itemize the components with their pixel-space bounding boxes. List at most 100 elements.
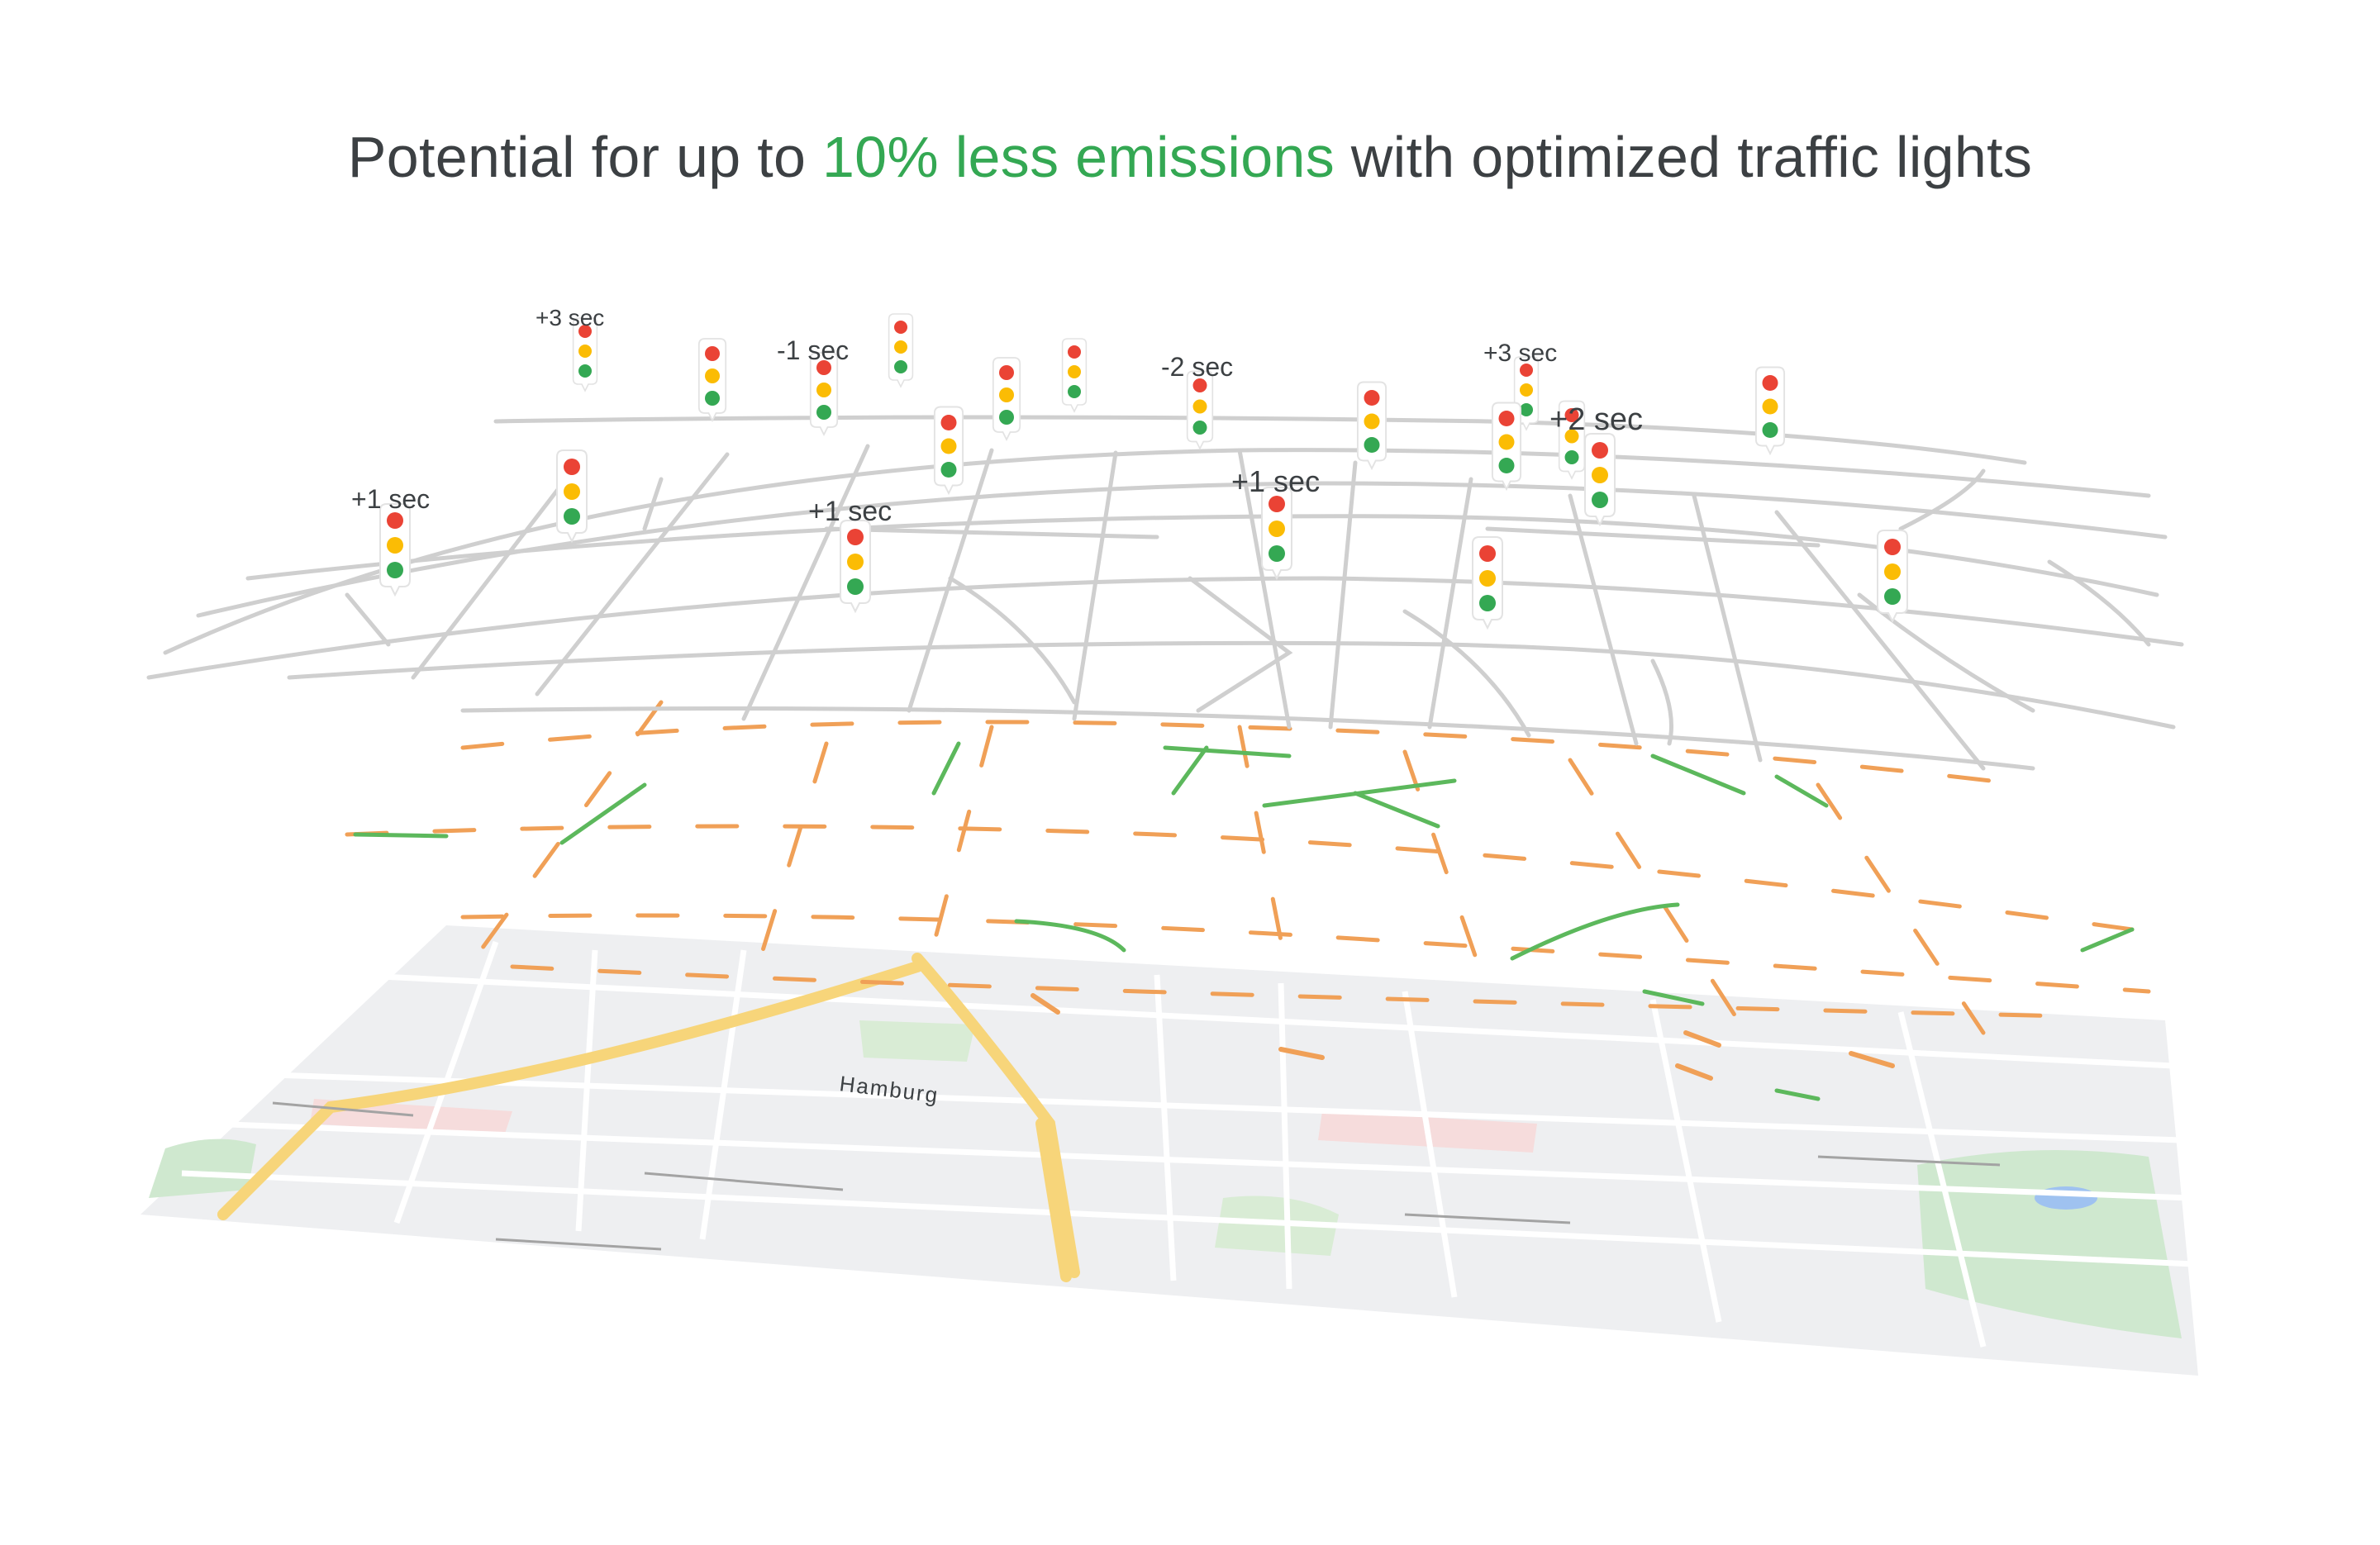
red-light [1498, 411, 1515, 426]
green-light [1192, 421, 1207, 435]
traffic-signals [379, 313, 1908, 630]
yellow-light [1192, 399, 1207, 414]
timing-label: +1 sec [351, 484, 430, 514]
red-light [999, 365, 1014, 380]
yellow-light [1068, 365, 1081, 378]
yellow-light [1269, 521, 1285, 537]
green-light [1762, 422, 1778, 438]
green-light [1364, 437, 1380, 453]
red-light [1068, 345, 1081, 359]
yellow-light [387, 537, 403, 554]
red-light [1884, 539, 1901, 555]
timing-label: +3 sec [1483, 340, 1557, 367]
traffic-light-icon [1513, 356, 1540, 431]
traffic-light-icon [1356, 381, 1388, 471]
traffic-light-icon [1491, 402, 1522, 492]
red-light [1192, 378, 1207, 392]
green-light [894, 360, 907, 373]
traffic-light-icon [809, 352, 839, 437]
green-light [578, 364, 592, 378]
yellow-light [1364, 413, 1380, 430]
red-light [1762, 375, 1778, 391]
road-network-layer [146, 415, 2184, 771]
yellow-light [1762, 398, 1778, 415]
traffic-light-icon [1558, 400, 1586, 480]
traffic-light-icon [379, 503, 411, 597]
traffic-light-icon [1472, 536, 1503, 630]
red-light [1564, 408, 1579, 422]
red-light [847, 529, 864, 545]
yellow-light [999, 387, 1014, 402]
green-light [1498, 458, 1515, 473]
red-light [1479, 545, 1496, 562]
green-light [1269, 545, 1285, 562]
yellow-light [816, 383, 831, 397]
yellow-light [1592, 467, 1608, 483]
traffic-light-icon [888, 313, 914, 388]
green-light [1520, 403, 1533, 416]
map-plane [140, 925, 2198, 1376]
red-light [894, 321, 907, 334]
park-area [149, 1139, 256, 1198]
yellow-light [564, 483, 580, 500]
yellow-light [1564, 429, 1579, 444]
red-light [578, 325, 592, 338]
red-light [940, 415, 957, 430]
traffic-light-icon [1186, 370, 1214, 450]
traffic-light-icon [933, 406, 964, 496]
traffic-light-icon [572, 317, 598, 392]
yellow-light [1498, 434, 1515, 450]
headline: Potential for up to 10% less emissions w… [0, 124, 2380, 190]
timing-labels: +3 sec -1 sec -2 sec +3 sec +2 sec +1 se… [351, 305, 1643, 527]
headline-after: with optimized traffic lights [1350, 125, 2033, 189]
base-map-layer: Hamburg [140, 925, 2198, 1376]
traffic-light-icon [1584, 433, 1616, 527]
red-light [816, 360, 831, 375]
green-light [564, 508, 580, 525]
green-light [705, 391, 720, 406]
traffic-light-icon [1754, 366, 1786, 456]
traffic-light-icon [840, 520, 871, 614]
traffic-flow-layer [345, 700, 2151, 1101]
green-light [1884, 588, 1901, 605]
yellow-light [578, 345, 592, 358]
red-light [1364, 390, 1380, 406]
timing-label: +3 sec [536, 305, 604, 330]
yellow-light [940, 438, 957, 454]
green-light [1564, 450, 1579, 464]
green-light [1479, 595, 1496, 611]
traffic-light-icon [697, 338, 727, 423]
headline-before: Potential for up to [347, 125, 807, 189]
timing-label: -2 sec [1161, 352, 1233, 382]
timing-label: -1 sec [777, 335, 849, 365]
park-area [859, 1020, 975, 1062]
green-light [387, 562, 403, 578]
green-light [940, 462, 957, 478]
red-light [1520, 364, 1533, 377]
timing-label: +2 sec [1549, 402, 1643, 437]
red-light [705, 346, 720, 361]
traffic-light-icon [556, 449, 588, 544]
green-light [999, 410, 1014, 425]
yellow-light [1479, 570, 1496, 587]
timing-label: +1 sec [808, 496, 892, 527]
green-light [816, 405, 831, 420]
park-area [1215, 1196, 1339, 1256]
headline-highlight: 10% less emissions [821, 125, 1335, 189]
red-light [1269, 496, 1285, 512]
green-light [847, 578, 864, 595]
traffic-light-icon [992, 357, 1021, 442]
traffic-light-icon [1877, 530, 1908, 624]
red-light [387, 512, 403, 529]
traffic-light-icon [1261, 487, 1292, 581]
red-light [564, 459, 580, 475]
yellow-light [847, 554, 864, 570]
green-light [1592, 492, 1608, 508]
yellow-light [705, 368, 720, 383]
green-light [1068, 385, 1081, 398]
yellow-light [894, 340, 907, 354]
timing-label: +1 sec [1231, 464, 1320, 498]
yellow-light [1884, 563, 1901, 580]
